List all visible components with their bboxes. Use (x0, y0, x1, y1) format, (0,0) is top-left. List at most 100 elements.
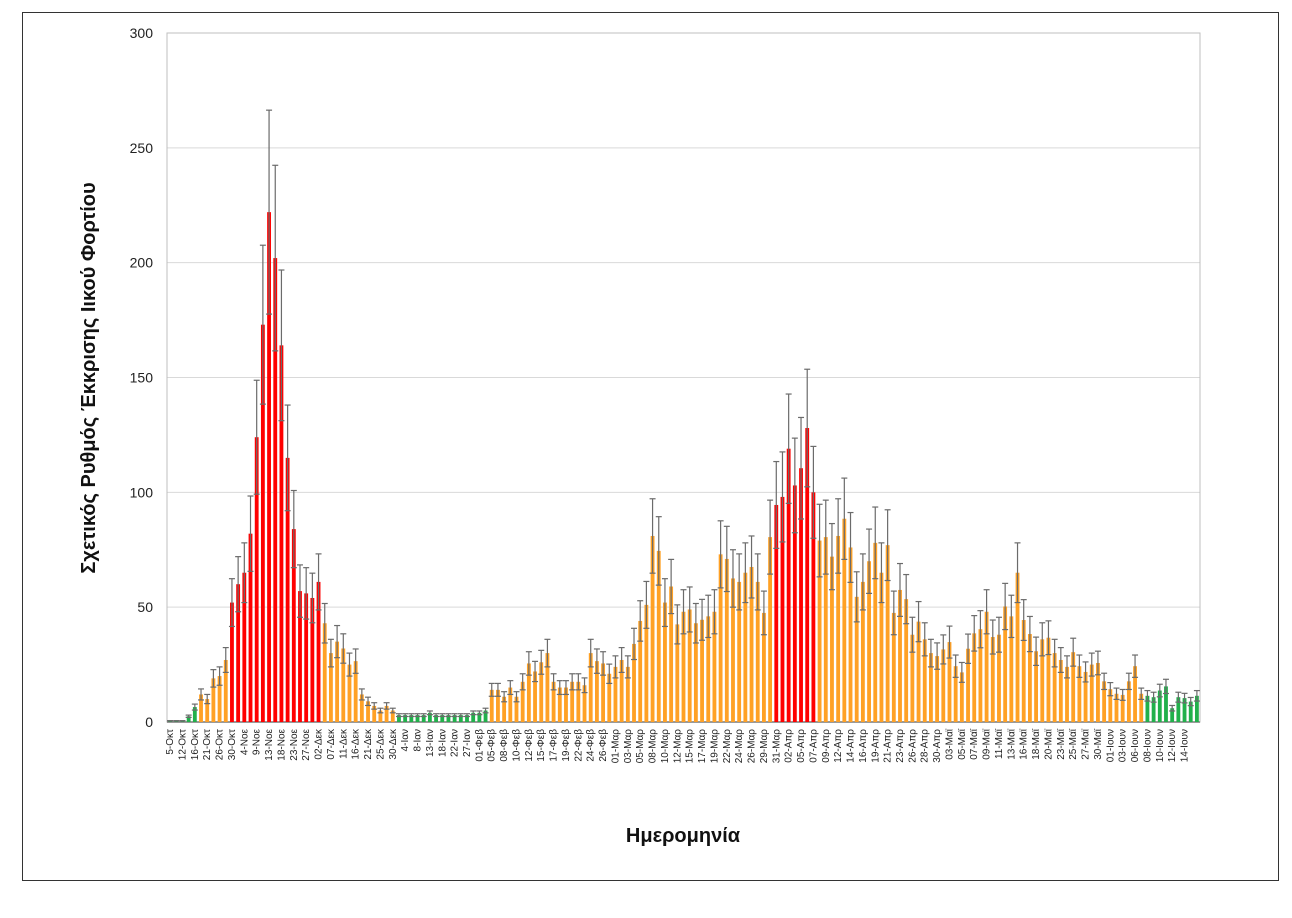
bar (935, 656, 940, 722)
bar (329, 653, 333, 722)
bar (298, 591, 302, 722)
bar (458, 715, 463, 722)
bar (452, 715, 457, 722)
bar (588, 653, 593, 722)
x-tick-label: 13-Νοε (264, 728, 275, 760)
bar (594, 661, 599, 722)
bar (978, 629, 983, 722)
bar (1083, 671, 1088, 722)
bar (1157, 690, 1162, 722)
bar (1139, 693, 1144, 722)
bar (792, 485, 797, 722)
x-tick-label: 01-Ιουν (1105, 729, 1116, 762)
bar (248, 533, 253, 722)
bar (1027, 634, 1032, 722)
x-tick-label: 13-Μαϊ (1006, 728, 1017, 760)
bar (916, 621, 921, 722)
x-tick-label: 12-Απρ (833, 729, 844, 763)
bar (322, 623, 327, 722)
bar (1052, 653, 1057, 722)
bar (761, 612, 766, 722)
bar (929, 653, 933, 722)
bar (1040, 639, 1045, 722)
bar (421, 715, 426, 722)
x-tick-label: 01-Φεβ (474, 729, 485, 762)
bar (217, 676, 222, 722)
bar (273, 258, 278, 722)
y-tick-label: 150 (130, 370, 154, 386)
bar (687, 609, 692, 722)
bar (1096, 662, 1100, 722)
bar (1170, 708, 1175, 722)
bar (860, 581, 865, 722)
bar (564, 687, 568, 722)
x-tick-label: 10-Φεβ (511, 729, 522, 762)
bar (205, 699, 210, 722)
bar (477, 712, 482, 722)
x-tick-label: 12-Ιουν (1167, 729, 1178, 762)
bar (440, 715, 445, 722)
bar (718, 554, 723, 722)
x-tick-label: 07-Μαϊ (969, 728, 980, 760)
bar (817, 540, 822, 722)
bar (310, 597, 315, 722)
x-axis-title: Ημερομηνία (626, 825, 741, 847)
bar (656, 550, 661, 722)
bar (799, 468, 803, 722)
x-tick-label: 08-Φεβ (499, 729, 510, 762)
bar (984, 611, 989, 722)
bar (483, 710, 488, 722)
x-tick-label: 23-Απρ (895, 729, 906, 763)
bar (316, 581, 321, 722)
bar (1003, 606, 1008, 722)
bar (1034, 651, 1038, 722)
bar (768, 537, 773, 722)
x-tick-label: 21-Δεκ (363, 728, 374, 760)
x-tick-label: 06-Ιουν (1130, 729, 1141, 762)
bar (359, 694, 364, 722)
bar (409, 715, 414, 722)
bar (830, 556, 834, 722)
bar (1114, 693, 1119, 722)
bar (1065, 666, 1069, 722)
x-tick-label: 31-Μαρ (771, 729, 782, 764)
bar (378, 710, 383, 722)
x-tick-label: 4-Ιαν (400, 729, 411, 751)
bar (211, 678, 216, 722)
bar (1108, 689, 1113, 722)
bar (1194, 695, 1199, 722)
x-tick-label: 30-Μαϊ (1093, 728, 1104, 760)
x-tick-label: 23-Μαϊ (1056, 728, 1067, 760)
bar (551, 681, 556, 722)
y-tick-label: 200 (130, 255, 154, 271)
x-tick-label: 02-Δεκ (314, 728, 325, 760)
bar (774, 504, 779, 722)
bar (1176, 697, 1181, 722)
bar (1071, 652, 1076, 722)
bar (972, 633, 977, 722)
x-tick-label: 29-Μαρ (759, 729, 770, 764)
bar (669, 586, 674, 722)
y-tick-label: 250 (130, 140, 154, 156)
bar (223, 659, 228, 722)
bar (291, 529, 296, 722)
bar (390, 710, 395, 722)
y-tick-label: 0 (145, 714, 153, 730)
x-tick-label: 12-Μαρ (672, 729, 683, 764)
bar (230, 602, 234, 722)
x-tick-label: 08-Μαρ (648, 729, 659, 764)
bar (867, 561, 871, 722)
bar (904, 599, 909, 722)
bar (570, 681, 575, 722)
bar (941, 649, 946, 722)
bar (1009, 616, 1014, 722)
bar (1133, 666, 1137, 722)
x-tick-label: 27-Ιαν (462, 729, 473, 757)
x-tick-label: 05-Απρ (796, 729, 807, 763)
bar (199, 694, 203, 722)
bar (953, 666, 958, 722)
bar (836, 535, 841, 722)
bar (780, 496, 785, 722)
bar (446, 715, 451, 722)
bar (898, 589, 902, 722)
